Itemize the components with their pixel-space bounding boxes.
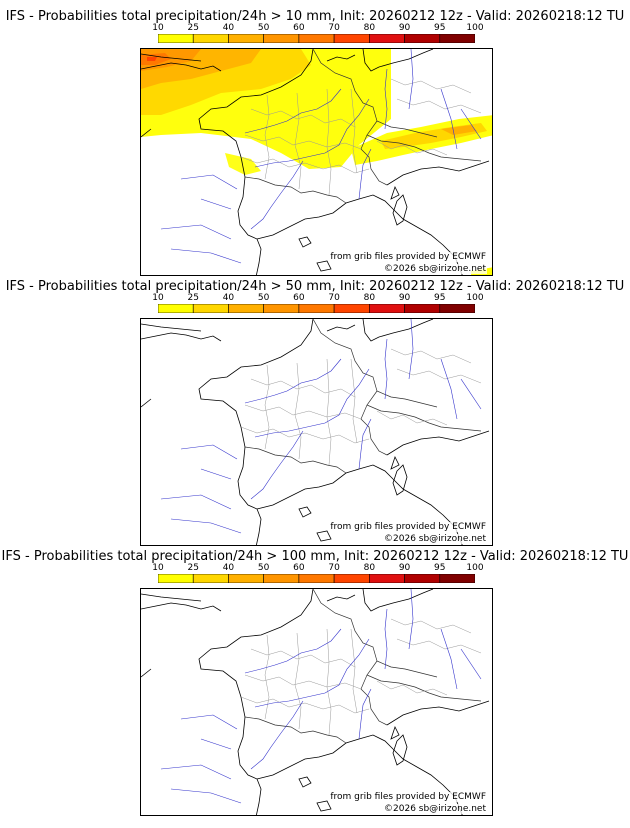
colorbar-tick-label: 60 bbox=[293, 23, 305, 33]
country-borders bbox=[244, 319, 482, 474]
colorbar-tick-label: 70 bbox=[328, 293, 340, 303]
precipitation-map: from grib files provided by ECMWF ©2026 … bbox=[140, 48, 493, 276]
colorbar-swatch bbox=[263, 574, 300, 583]
colorbar-tick-label: 10 bbox=[152, 293, 164, 303]
colorbar-tick-label: 100 bbox=[466, 293, 484, 303]
colorbar: 10 25 40 50 60 70 80 90 95 100 bbox=[152, 24, 484, 43]
regional-borders bbox=[240, 618, 482, 736]
colorbar-swatch bbox=[192, 574, 229, 583]
colorbar-tick-label: 25 bbox=[187, 293, 199, 303]
colorbar-swatch bbox=[263, 304, 300, 313]
map-base bbox=[141, 589, 490, 815]
colorbar-swatch bbox=[404, 574, 441, 583]
colorbar-swatch bbox=[439, 34, 475, 43]
country-borders bbox=[244, 49, 482, 204]
rivers bbox=[160, 49, 482, 264]
colorbar-tick-label: 90 bbox=[398, 563, 411, 573]
colorbar-tick-label: 95 bbox=[434, 293, 446, 303]
forecast-panel-50mm: IFS - Probabilities total precipitation/… bbox=[0, 278, 630, 548]
regional-borders bbox=[240, 348, 482, 466]
source-credit: from grib files provided by ECMWF bbox=[329, 252, 487, 262]
colorbar-swatch bbox=[369, 34, 405, 43]
colorbar: 10 25 40 50 60 70 80 90 95 100 bbox=[152, 294, 484, 313]
colorbar-swatch bbox=[228, 574, 264, 583]
colorbar-tick-label: 90 bbox=[398, 293, 411, 303]
precip-shading bbox=[141, 49, 492, 275]
colorbar-tick-label: 90 bbox=[398, 23, 411, 33]
colorbar-tick-label: 40 bbox=[222, 23, 235, 33]
colorbar-tick-label: 95 bbox=[434, 23, 446, 33]
colorbar-tick-label: 60 bbox=[293, 293, 305, 303]
colorbar-swatch bbox=[158, 34, 194, 43]
colorbar-tick-label: 60 bbox=[293, 563, 305, 573]
colorbar-swatch bbox=[158, 574, 194, 583]
panel-title: IFS - Probabilities total precipitation/… bbox=[1, 549, 629, 564]
coastline bbox=[141, 589, 490, 815]
colorbar-swatch bbox=[192, 304, 229, 313]
precipitation-map: from grib files provided by ECMWF ©2026 … bbox=[140, 318, 493, 546]
colorbar-swatch bbox=[263, 34, 300, 43]
colorbar-tick-label: 25 bbox=[187, 563, 199, 573]
colorbar-tick-label: 50 bbox=[257, 293, 270, 303]
precipitation-map: from grib files provided by ECMWF ©2026 … bbox=[140, 588, 493, 816]
colorbar-swatch bbox=[404, 304, 441, 313]
colorbar-tick-label: 70 bbox=[328, 563, 340, 573]
colorbar-tick-label: 10 bbox=[152, 23, 164, 33]
coastline bbox=[141, 49, 490, 275]
rivers bbox=[160, 319, 482, 534]
colorbar-tick-label: 100 bbox=[466, 563, 484, 573]
colorbar-swatch bbox=[298, 34, 335, 43]
coastline bbox=[141, 319, 490, 545]
map-base bbox=[141, 319, 490, 545]
copyright-credit: ©2026 sb@irizone.net bbox=[383, 264, 487, 274]
colorbar-swatch bbox=[333, 34, 370, 43]
colorbar-swatch bbox=[369, 574, 405, 583]
panel-title: IFS - Probabilities total precipitation/… bbox=[5, 9, 625, 24]
colorbar-swatch bbox=[298, 574, 335, 583]
colorbar-swatch bbox=[333, 304, 370, 313]
colorbar-swatch bbox=[404, 34, 441, 43]
colorbar: 10 25 40 50 60 70 80 90 95 100 bbox=[152, 564, 484, 583]
colorbar-tick-label: 10 bbox=[152, 563, 164, 573]
source-credit: from grib files provided by ECMWF bbox=[329, 522, 487, 532]
colorbar-tick-label: 25 bbox=[187, 23, 199, 33]
colorbar-swatch bbox=[228, 34, 264, 43]
colorbar-swatches bbox=[158, 34, 475, 43]
copyright-credit: ©2026 sb@irizone.net bbox=[383, 804, 487, 814]
map-base bbox=[141, 49, 492, 275]
colorbar-tick-label: 80 bbox=[363, 23, 376, 33]
colorbar-tick-label: 100 bbox=[466, 23, 484, 33]
colorbar-tick-label: 50 bbox=[257, 23, 270, 33]
colorbar-tick-label: 95 bbox=[434, 563, 446, 573]
forecast-panel-10mm: IFS - Probabilities total precipitation/… bbox=[0, 8, 630, 278]
rivers bbox=[160, 589, 482, 804]
regional-borders bbox=[240, 78, 482, 196]
source-credit: from grib files provided by ECMWF bbox=[329, 792, 487, 802]
colorbar-swatch bbox=[192, 34, 229, 43]
country-borders bbox=[244, 589, 482, 744]
colorbar-swatch bbox=[298, 304, 335, 313]
colorbar-swatch bbox=[158, 304, 194, 313]
panel-title: IFS - Probabilities total precipitation/… bbox=[5, 279, 625, 294]
colorbar-tick-label: 80 bbox=[363, 293, 376, 303]
colorbar-swatch bbox=[333, 574, 370, 583]
colorbar-swatches bbox=[158, 304, 475, 313]
colorbar-swatch bbox=[228, 304, 264, 313]
colorbar-swatches bbox=[158, 574, 475, 583]
colorbar-swatch bbox=[439, 574, 475, 583]
forecast-panel-100mm: IFS - Probabilities total precipitation/… bbox=[0, 548, 630, 818]
colorbar-tick-label: 50 bbox=[257, 563, 270, 573]
copyright-credit: ©2026 sb@irizone.net bbox=[383, 534, 487, 544]
colorbar-tick-label: 40 bbox=[222, 293, 235, 303]
colorbar-swatch bbox=[369, 304, 405, 313]
colorbar-swatch bbox=[439, 304, 475, 313]
colorbar-tick-label: 40 bbox=[222, 563, 235, 573]
colorbar-tick-label: 80 bbox=[363, 563, 376, 573]
colorbar-tick-label: 70 bbox=[328, 23, 340, 33]
